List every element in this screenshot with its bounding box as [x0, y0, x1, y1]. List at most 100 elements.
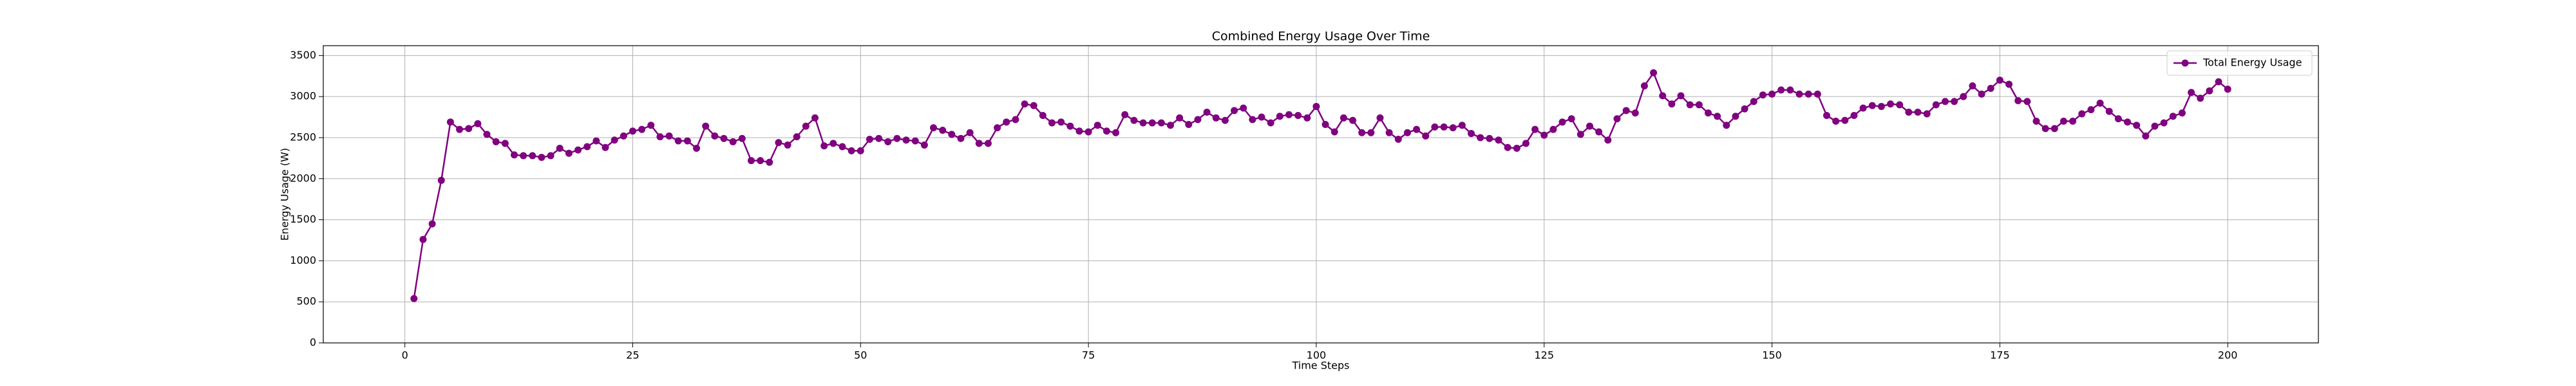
data-point [2069, 117, 2077, 125]
data-point [1951, 98, 1958, 106]
data-point [984, 140, 992, 147]
data-point [1121, 111, 1129, 118]
data-point [1084, 128, 1092, 136]
data-point [2023, 98, 2031, 106]
data-point [1358, 129, 1366, 136]
data-point [446, 118, 454, 126]
data-point [2197, 95, 2204, 102]
data-point [1622, 107, 1630, 115]
data-point [1203, 108, 1211, 116]
data-point [2032, 117, 2040, 125]
y-tick-label: 1500 [290, 213, 316, 225]
data-point [565, 149, 573, 157]
data-point [1413, 125, 1421, 133]
data-point [592, 137, 600, 145]
data-point [2133, 122, 2141, 129]
data-point [1240, 104, 1247, 112]
data-point [629, 127, 636, 135]
data-point [437, 176, 445, 184]
data-point [1294, 111, 1302, 119]
data-point [939, 126, 947, 134]
data-point [1012, 116, 1019, 124]
data-point [1640, 82, 1648, 90]
data-point [647, 122, 655, 129]
data-point [1604, 136, 1612, 144]
data-point [1103, 127, 1110, 135]
data-point [1823, 111, 1830, 119]
data-point [975, 140, 983, 147]
data-point [2114, 115, 2122, 123]
x-tick-label: 25 [626, 349, 639, 362]
data-point [665, 132, 673, 140]
data-point [1905, 108, 1913, 116]
legend-marker [2181, 59, 2189, 67]
data-point [1759, 91, 1766, 99]
data-point [1777, 86, 1785, 94]
data-point [1513, 145, 1520, 152]
data-point [1969, 82, 1976, 90]
data-point [757, 157, 764, 165]
data-point [1868, 102, 1876, 109]
data-point [1595, 128, 1603, 136]
data-point [674, 137, 682, 145]
data-point [547, 152, 554, 160]
data-point [419, 235, 427, 243]
data-point [1960, 93, 1967, 100]
data-point [784, 141, 791, 149]
data-point [1048, 119, 1056, 127]
data-point [2005, 80, 2013, 88]
data-point [492, 138, 500, 145]
data-point [1896, 101, 1904, 109]
data-point [1768, 90, 1776, 98]
data-point [1057, 118, 1065, 126]
data-point [848, 147, 855, 154]
data-point [1577, 131, 1584, 138]
data-point [529, 152, 536, 160]
data-point [1786, 86, 1794, 94]
data-point [2206, 87, 2213, 95]
data-point [994, 124, 1001, 132]
x-tick-label: 200 [2218, 349, 2238, 362]
data-point [501, 140, 509, 147]
data-point [1021, 100, 1028, 108]
data-point [802, 122, 810, 130]
data-point [1157, 119, 1165, 127]
data-point [1686, 101, 1694, 109]
y-tick-label: 2500 [290, 131, 316, 143]
data-point [1704, 109, 1712, 117]
data-point [738, 134, 746, 142]
data-point [857, 147, 864, 154]
data-point [875, 134, 883, 142]
data-point [474, 120, 482, 127]
data-point [2041, 125, 2049, 133]
x-tick-label: 75 [1082, 349, 1095, 362]
data-point [1422, 132, 1430, 140]
data-point [428, 220, 436, 228]
data-point [902, 136, 910, 144]
data-point [1394, 135, 1402, 143]
data-point [1431, 123, 1439, 131]
data-point [574, 146, 582, 154]
data-point [793, 133, 800, 141]
data-point [1814, 90, 1821, 98]
data-point [1258, 113, 1265, 121]
data-point [966, 129, 974, 136]
data-point [1267, 119, 1274, 127]
data-point [1741, 105, 1748, 113]
data-point [2160, 119, 2168, 127]
data-point [811, 114, 819, 122]
data-point [1531, 125, 1539, 133]
data-point [2050, 125, 2058, 133]
data-point [1504, 143, 1511, 151]
data-point [1468, 130, 1475, 138]
data-point [2224, 86, 2231, 93]
data-point [465, 125, 473, 133]
data-point [1486, 134, 1493, 142]
data-point [1832, 117, 1840, 125]
data-point [1185, 121, 1193, 129]
x-tick-label: 125 [1534, 349, 1554, 362]
data-point [638, 125, 646, 133]
data-point [948, 131, 956, 138]
data-point [1987, 84, 1994, 92]
